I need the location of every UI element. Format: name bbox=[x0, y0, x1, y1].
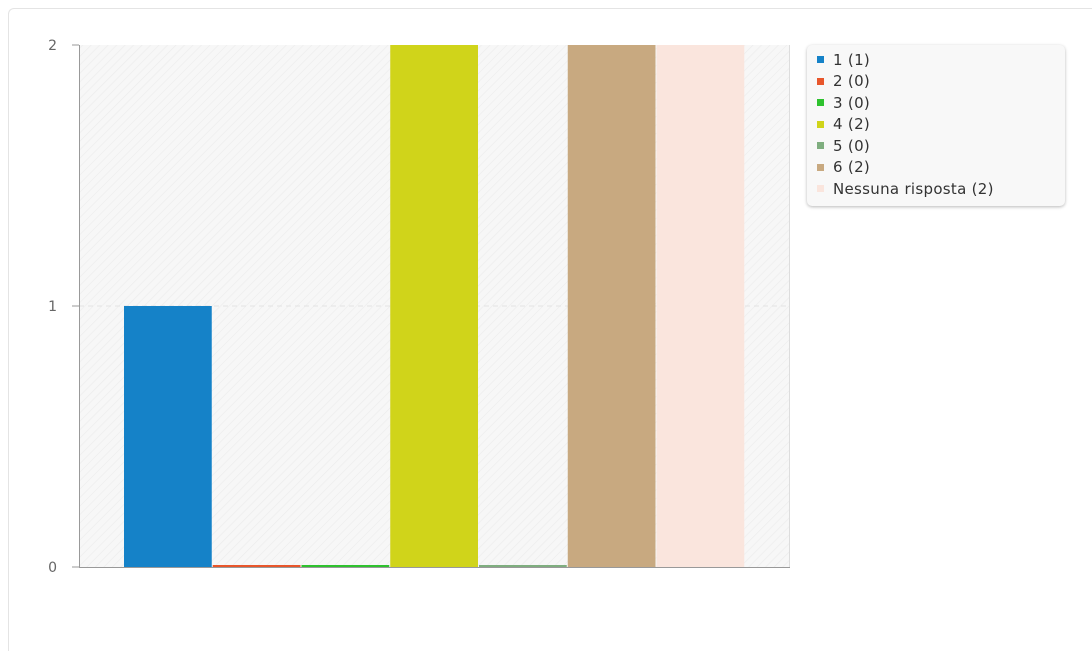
legend-item[interactable]: 6 (2) bbox=[817, 157, 1057, 179]
legend-label: 2 (0) bbox=[833, 72, 871, 91]
legend-label: 5 (0) bbox=[833, 136, 871, 155]
y-tick-label: 2 bbox=[48, 38, 57, 54]
legend-label: 4 (2) bbox=[833, 115, 871, 134]
bar-1 bbox=[124, 306, 212, 567]
legend-swatch bbox=[817, 56, 824, 64]
legend-label: 1 (1) bbox=[833, 50, 871, 69]
legend-label: 6 (2) bbox=[833, 158, 871, 177]
legend-item[interactable]: 2 (0) bbox=[817, 71, 1057, 93]
legend-label: 3 (0) bbox=[833, 93, 871, 112]
legend-swatch bbox=[817, 163, 824, 171]
bar-chart: 0 1 2 bbox=[48, 38, 790, 576]
legend-item[interactable]: 4 (2) bbox=[817, 114, 1057, 136]
legend-swatch bbox=[817, 120, 824, 128]
legend-swatch bbox=[817, 142, 824, 150]
bar-5 bbox=[479, 565, 567, 567]
legend-item[interactable]: 5 (0) bbox=[817, 135, 1057, 157]
legend-item[interactable]: 3 (0) bbox=[817, 92, 1057, 114]
y-tick-label: 0 bbox=[48, 560, 57, 576]
bar-3 bbox=[301, 565, 390, 567]
legend-swatch bbox=[817, 99, 824, 107]
legend-item[interactable]: Nessuna risposta (2) bbox=[817, 178, 1057, 200]
legend: 1 (1) 2 (0) 3 (0) 4 (2) 5 (0) 6 (2) Nessuna ri… bbox=[807, 45, 1065, 206]
legend-item[interactable]: 1 (1) bbox=[817, 49, 1057, 71]
bar-4 bbox=[390, 45, 478, 567]
bar-7 bbox=[656, 45, 745, 567]
y-tick-label: 1 bbox=[48, 299, 57, 315]
bar-2 bbox=[212, 565, 301, 567]
legend-swatch bbox=[817, 77, 824, 85]
bar-6 bbox=[567, 45, 656, 567]
legend-swatch bbox=[817, 185, 824, 193]
legend-label: Nessuna risposta (2) bbox=[833, 179, 994, 198]
